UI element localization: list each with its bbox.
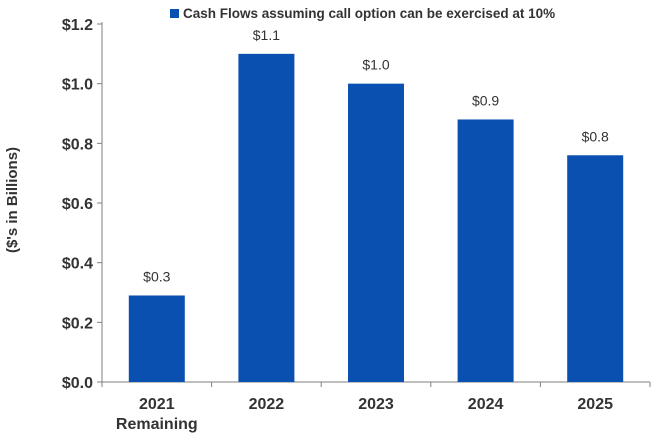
y-tick-label: $0.4 <box>62 256 93 273</box>
x-tick-label: Remaining <box>116 416 198 433</box>
x-tick-label: 2024 <box>468 396 504 413</box>
data-label: $0.9 <box>472 92 499 108</box>
x-tick-label: 2025 <box>577 396 613 413</box>
bars <box>128 53 624 383</box>
y-axis: $0.0 $0.2 $0.4 $0.6 $0.8 $1.0 $1.2 <box>62 17 103 392</box>
data-label: $0.8 <box>582 128 609 144</box>
data-labels: $0.3 $1.1 $1.0 $0.9 $0.8 <box>143 27 609 285</box>
y-tick-label: $1.2 <box>62 17 93 34</box>
x-axis: 2021 Remaining 2022 2023 2024 2025 <box>101 381 651 433</box>
x-tick-label: 2023 <box>358 396 394 413</box>
data-label: $1.0 <box>362 57 389 73</box>
legend-swatch <box>170 9 179 18</box>
bar <box>348 83 404 383</box>
bar <box>128 295 185 382</box>
x-tick-label: 2021 <box>139 396 175 413</box>
y-tick-label: $0.8 <box>62 136 93 153</box>
y-tick-label: $1.0 <box>62 77 93 94</box>
legend: Cash Flows assuming call option can be e… <box>170 6 555 21</box>
bar <box>457 119 514 382</box>
y-tick-label: $0.0 <box>62 375 93 392</box>
data-label: $0.3 <box>143 268 170 284</box>
bar <box>238 53 295 382</box>
y-axis-label: ($'s in Billions) <box>4 147 21 253</box>
y-tick-label: $0.6 <box>62 196 93 213</box>
bar <box>567 155 624 382</box>
data-label: $1.1 <box>253 27 280 43</box>
y-tick-label: $0.2 <box>62 315 93 332</box>
legend-label: Cash Flows assuming call option can be e… <box>183 6 555 21</box>
x-tick-label: 2022 <box>249 396 285 413</box>
